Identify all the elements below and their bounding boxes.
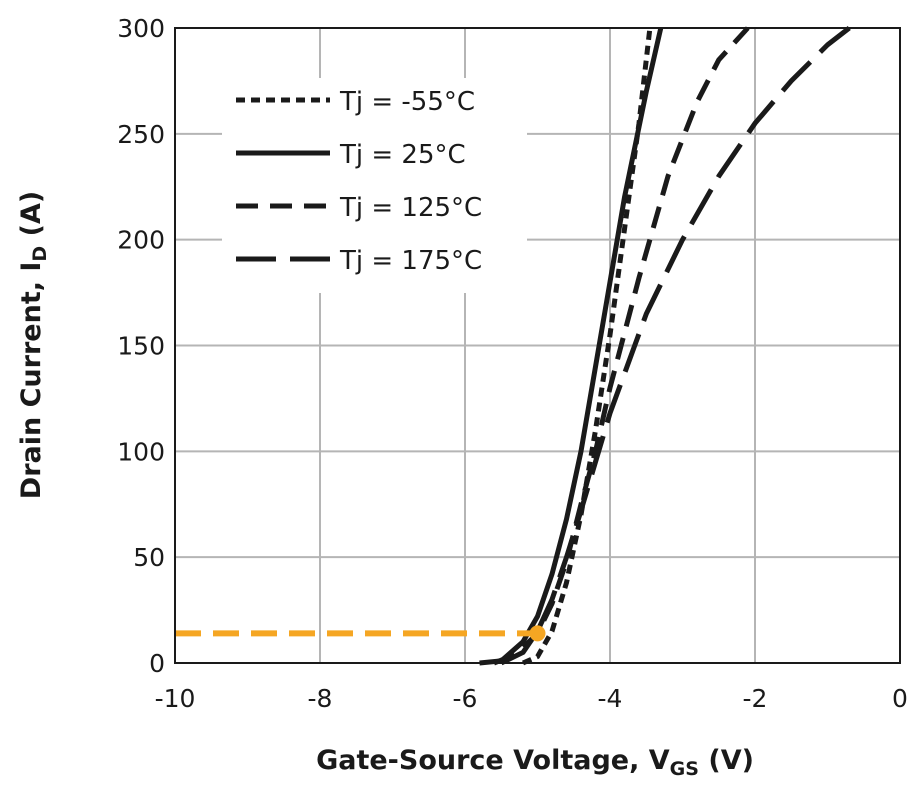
legend-label-1: Tj = -55°C — [339, 87, 475, 117]
x-tick-label: 0 — [892, 684, 908, 713]
reference-marker — [529, 625, 546, 642]
plot-frame — [174, 27, 901, 664]
y-axis-title: Drain Current, ID (A) — [16, 191, 51, 499]
x-tick-label: -6 — [453, 684, 478, 713]
x-tick-label: -4 — [598, 684, 623, 713]
series-line-2 — [479, 27, 664, 666]
legend-label-2: Tj = 25°C — [339, 140, 466, 170]
y-tick-label: 50 — [133, 543, 165, 572]
y-tick-label: 250 — [117, 120, 165, 149]
x-tick-label: -2 — [743, 684, 768, 713]
y-tick-labels: 0 50 100 150 200 250 300 — [117, 14, 165, 678]
y-tick-label: 300 — [117, 14, 165, 43]
x-tick-label: -10 — [155, 684, 196, 713]
legend: Tj = -55°C Tj = 25°C Tj = 125°C Tj = 175°C — [222, 78, 527, 293]
x-axis-title: Gate-Source Voltage, VGS (V) — [316, 745, 754, 780]
y-tick-label: 200 — [117, 226, 165, 255]
x-tick-labels: -10 -8 -6 -4 -2 0 — [155, 684, 908, 713]
y-tick-label: 100 — [117, 437, 165, 466]
legend-label-3: Tj = 125°C — [339, 193, 482, 223]
y-tick-label: 0 — [149, 649, 165, 678]
series-line-1 — [521, 27, 653, 666]
y-tick-label: 150 — [117, 332, 165, 361]
legend-label-4: Tj = 175°C — [339, 246, 482, 276]
series-line-4 — [500, 26, 851, 666]
annotation-layer — [175, 625, 546, 642]
x-tick-label: -8 — [308, 684, 333, 713]
